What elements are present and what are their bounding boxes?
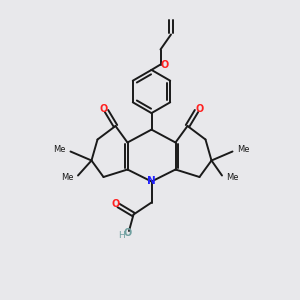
Text: O: O [111, 199, 120, 209]
Text: Me: Me [61, 172, 74, 182]
Text: Me: Me [226, 172, 239, 182]
Text: N: N [147, 176, 156, 187]
Text: O: O [99, 104, 108, 115]
Text: O: O [161, 59, 169, 70]
Text: Me: Me [237, 146, 250, 154]
Text: Me: Me [53, 146, 66, 154]
Text: O: O [123, 227, 132, 238]
Text: H: H [118, 231, 125, 240]
Text: O: O [195, 104, 204, 115]
